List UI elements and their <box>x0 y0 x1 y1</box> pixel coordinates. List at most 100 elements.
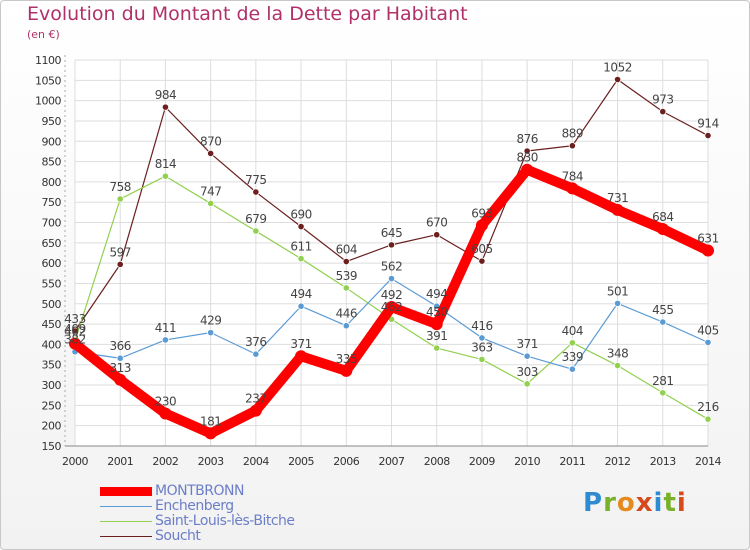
data-point <box>704 415 712 423</box>
data-label: 404 <box>562 324 583 338</box>
data-point <box>207 199 215 208</box>
data-point <box>433 344 441 352</box>
data-label: 335 <box>336 352 357 366</box>
data-label: 237 <box>245 392 266 406</box>
y-tick-label: 1100 <box>35 54 61 67</box>
x-tick-label: 2013 <box>650 455 676 468</box>
data-label: 876 <box>516 132 537 146</box>
data-label: 814 <box>155 157 176 171</box>
data-label: 411 <box>155 321 176 335</box>
chart-title: Evolution du Montant de la Dette par Hab… <box>27 3 468 25</box>
data-label: 684 <box>652 210 673 224</box>
chart-subtitle: (en €) <box>27 28 60 41</box>
data-label: 631 <box>697 232 718 246</box>
data-label: 679 <box>245 212 266 226</box>
data-point <box>297 255 305 263</box>
data-label: 366 <box>110 339 131 353</box>
data-point <box>252 227 260 235</box>
data-point <box>387 274 396 283</box>
data-point <box>523 352 531 360</box>
y-tick-label: 250 <box>42 399 62 412</box>
data-point <box>249 404 262 417</box>
data-point <box>659 318 667 326</box>
legend-label-enchenberg: Enchenberg <box>155 498 234 514</box>
data-point <box>478 257 486 265</box>
data-label: 462 <box>381 300 402 314</box>
x-tick-label: 2005 <box>288 455 314 468</box>
data-point <box>161 172 170 180</box>
y-tick-label: 450 <box>42 318 62 331</box>
data-point <box>69 337 81 350</box>
data-label: 597 <box>110 245 131 259</box>
x-tick-label: 2003 <box>198 455 224 468</box>
data-point <box>207 329 215 337</box>
data-label: 758 <box>110 180 131 194</box>
y-tick-label: 200 <box>42 420 62 433</box>
legend-swatch-enchenberg <box>100 506 152 507</box>
y-tick-label: 1050 <box>35 74 61 87</box>
y-tick-label: 150 <box>42 440 62 453</box>
data-point <box>521 163 534 176</box>
data-label: 889 <box>562 127 583 141</box>
data-label: 429 <box>200 314 221 328</box>
y-tick-label: 650 <box>42 237 62 250</box>
data-point <box>656 223 669 236</box>
data-point <box>613 361 622 370</box>
y-tick-label: 700 <box>42 217 62 230</box>
data-point <box>613 299 622 307</box>
data-label: 492 <box>381 288 402 302</box>
data-point <box>704 131 712 140</box>
data-label: 376 <box>245 335 266 349</box>
data-point <box>114 373 127 386</box>
x-tick-label: 2006 <box>333 455 359 468</box>
data-point <box>161 103 170 111</box>
data-label: 391 <box>426 329 447 343</box>
data-label: 433 <box>64 312 85 326</box>
data-label: 371 <box>290 337 311 351</box>
data-label: 402 <box>64 325 85 339</box>
data-label: 645 <box>381 226 402 240</box>
data-label: 784 <box>562 169 583 183</box>
data-label: 181 <box>200 414 221 428</box>
data-label: 747 <box>200 184 221 198</box>
y-tick-label: 900 <box>42 135 62 148</box>
data-label: 363 <box>471 340 492 354</box>
data-label: 562 <box>381 260 402 274</box>
data-label: 446 <box>336 307 357 321</box>
data-label: 870 <box>200 134 221 148</box>
data-label: 494 <box>290 287 311 301</box>
data-label: 690 <box>290 208 311 222</box>
data-label: 984 <box>155 88 176 102</box>
data-label: 914 <box>697 117 718 131</box>
data-label: 693 <box>471 206 492 220</box>
data-point <box>116 354 124 362</box>
data-point <box>161 336 170 344</box>
data-label: 494 <box>426 287 447 301</box>
legend-label-montbronn: MONTBRONN <box>155 483 244 499</box>
data-label: 539 <box>336 269 357 283</box>
data-label: 230 <box>155 394 176 408</box>
legend-label-saint-louis: Saint-Louis-lès-Bitche <box>155 513 295 529</box>
data-point <box>385 301 398 314</box>
y-tick-label: 400 <box>42 338 62 351</box>
x-tick-label: 2001 <box>107 455 133 468</box>
legend-label-soucht: Soucht <box>155 528 201 544</box>
x-tick-label: 2012 <box>605 455 631 468</box>
data-point <box>702 244 714 257</box>
data-point <box>295 350 308 363</box>
x-tick-label: 2002 <box>152 455 178 468</box>
y-tick-label: 500 <box>42 298 62 311</box>
data-label: 775 <box>245 173 266 187</box>
x-tick-label: 2014 <box>695 455 721 468</box>
data-label: 303 <box>516 365 537 379</box>
data-label: 409 <box>64 322 85 336</box>
x-tick-label: 2011 <box>559 455 585 468</box>
data-label: 455 <box>652 303 673 317</box>
data-label: 501 <box>607 284 628 298</box>
x-tick-label: 2009 <box>469 455 495 468</box>
data-point <box>159 407 172 420</box>
x-tick-label: 2004 <box>243 455 269 468</box>
y-tick-label: 950 <box>42 115 62 128</box>
data-point <box>116 195 124 203</box>
